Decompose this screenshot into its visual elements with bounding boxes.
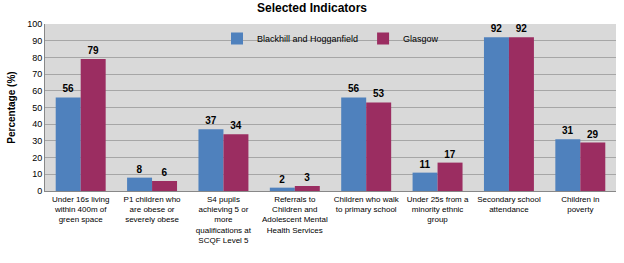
svg-text:Under 16s livingwithin 400m of: Under 16s livingwithin 400m ofgreen spac… (52, 195, 109, 225)
svg-text:2: 2 (279, 174, 285, 185)
svg-text:100: 100 (27, 19, 42, 29)
svg-text:P1 children whoare obese orsev: P1 children whoare obese orseverely obes… (124, 195, 181, 225)
svg-text:70: 70 (32, 69, 42, 79)
svg-text:Selected Indicators: Selected Indicators (257, 1, 367, 15)
svg-text:29: 29 (587, 129, 599, 140)
svg-text:10: 10 (32, 169, 42, 179)
svg-text:56: 56 (62, 83, 74, 94)
svg-text:Glasgow: Glasgow (403, 34, 439, 44)
svg-text:90: 90 (32, 36, 42, 46)
svg-text:11: 11 (420, 159, 431, 170)
svg-text:56: 56 (348, 83, 360, 94)
svg-text:79: 79 (87, 45, 99, 56)
svg-text:Referrals toChildren andAdoles: Referrals toChildren andAdolescent Menta… (262, 195, 328, 235)
svg-text:31: 31 (562, 125, 574, 136)
svg-text:0: 0 (37, 186, 42, 196)
svg-text:60: 60 (32, 86, 42, 96)
svg-text:20: 20 (32, 153, 42, 163)
svg-text:8: 8 (137, 164, 143, 175)
svg-text:92: 92 (491, 23, 503, 34)
svg-text:92: 92 (516, 23, 528, 34)
svg-text:Children who walkto primary sc: Children who walkto primary school (334, 195, 400, 214)
svg-text:53: 53 (373, 88, 385, 99)
svg-text:S4 pupilsachieving 5 ormorequa: S4 pupilsachieving 5 ormorequalification… (196, 195, 252, 246)
svg-text:17: 17 (444, 149, 456, 160)
svg-text:50: 50 (32, 103, 42, 113)
svg-text:Under 25s from aminority ethni: Under 25s from aminority ethnicgroup (407, 195, 469, 225)
svg-text:40: 40 (32, 119, 42, 129)
svg-text:80: 80 (32, 53, 42, 63)
svg-text:37: 37 (205, 115, 217, 126)
svg-text:30: 30 (32, 136, 42, 146)
svg-text:Percentage (%): Percentage (%) (6, 71, 17, 143)
svg-text:6: 6 (162, 167, 168, 178)
svg-text:3: 3 (304, 172, 310, 183)
svg-text:Blackhill and Hogganfield: Blackhill and Hogganfield (257, 34, 358, 44)
svg-text:34: 34 (230, 120, 242, 131)
svg-text:Children inpoverty: Children inpoverty (561, 195, 599, 214)
svg-text:Secondary schoolattendance: Secondary schoolattendance (477, 195, 541, 214)
